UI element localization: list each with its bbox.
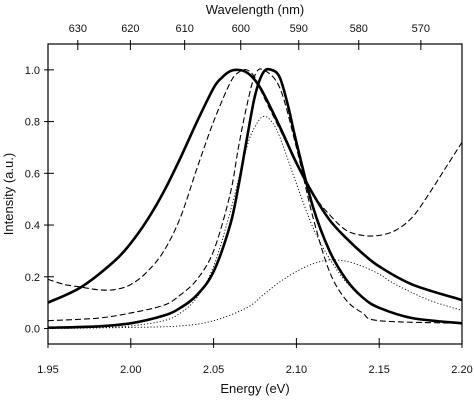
x-tick-label: 2.00 <box>120 364 141 376</box>
y-tick-label: 0.6 <box>25 168 40 180</box>
series-line-1 <box>48 68 462 304</box>
x-tick-label: 2.10 <box>286 364 307 376</box>
x2-tick-label: 600 <box>232 23 250 35</box>
series-line-2 <box>48 67 462 330</box>
series-line-4 <box>48 68 462 324</box>
y-axis-title: Intensity (a.u.) <box>1 153 16 235</box>
x2-tick-label: 570 <box>412 23 430 35</box>
y-tick-label: 0.4 <box>25 220 40 232</box>
x2-axis-title: Wavelength (nm) <box>206 2 305 17</box>
series-line-6 <box>48 259 462 329</box>
plot-frame <box>47 43 463 345</box>
y-tick-label: 0.2 <box>25 272 40 284</box>
x-tick-label: 2.05 <box>203 364 224 376</box>
x-tick-label: 1.95 <box>37 364 58 376</box>
y-tick-label: 1.0 <box>25 65 40 77</box>
y-tick-label: 0.8 <box>25 117 40 129</box>
x2-tick-label: 620 <box>121 23 139 35</box>
ticks-layer: 1.95 2.00 2.05 2.10 2.15 2.20 0.0 0.2 0.4 0.6 0.8 1… <box>25 23 473 376</box>
x2-tick-label: 630 <box>69 23 87 35</box>
x-tick-label: 2.15 <box>368 364 389 376</box>
series-line-3 <box>48 69 462 291</box>
series-line-5 <box>48 115 462 329</box>
y-tick-label: 0.0 <box>25 323 40 335</box>
x2-tick-label: 590 <box>290 23 308 35</box>
x-tick-label: 2.20 <box>451 364 472 376</box>
x2-tick-label: 610 <box>175 23 193 35</box>
series-layer <box>48 67 462 330</box>
x2-tick-label: 580 <box>350 23 368 35</box>
x-axis-title: Energy (eV) <box>220 381 289 396</box>
